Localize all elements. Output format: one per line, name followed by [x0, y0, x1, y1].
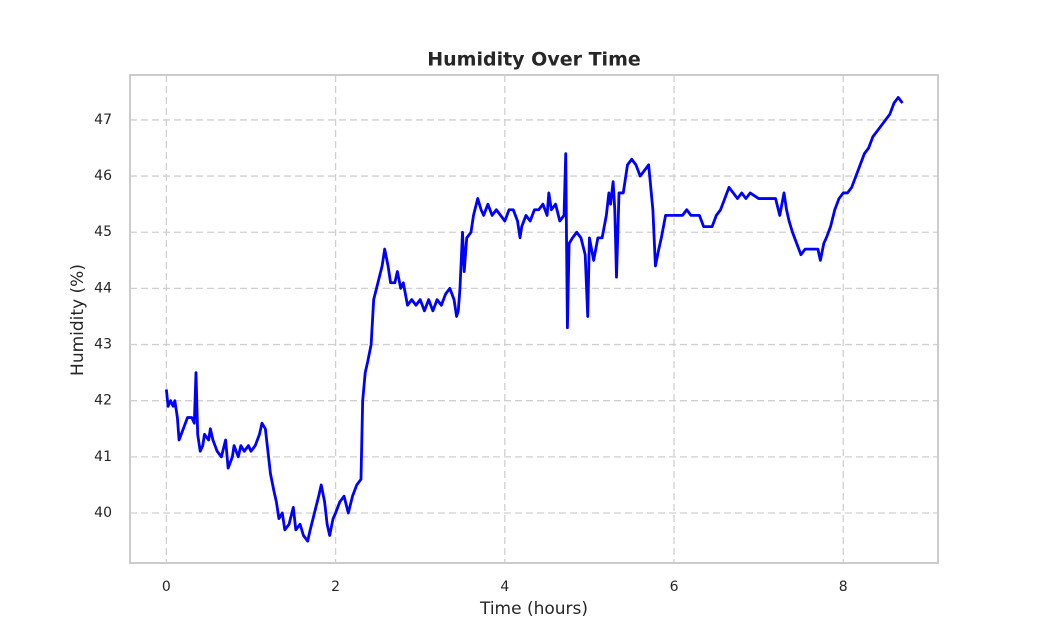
x-axis-label: Time (hours)	[479, 599, 588, 619]
y-tick-label: 42	[94, 393, 112, 409]
chart-title: Humidity Over Time	[427, 49, 641, 71]
x-tick-label: 6	[670, 579, 679, 595]
x-tick-label: 4	[500, 579, 509, 595]
x-tick-label: 2	[331, 579, 340, 595]
y-tick-label: 47	[94, 112, 112, 128]
x-tick-label: 8	[839, 579, 848, 595]
data-line	[164, 96, 904, 543]
y-tick-label: 44	[94, 280, 112, 296]
y-tick-label: 46	[94, 168, 112, 184]
y-axis-label: Humidity (%)	[68, 264, 88, 376]
y-tick-label: 41	[94, 449, 112, 465]
plot-frame	[129, 74, 939, 564]
y-tick-label: 45	[94, 224, 112, 240]
x-tick-label: 0	[162, 579, 171, 595]
y-tick-label: 40	[94, 505, 112, 521]
y-tick-label: 43	[94, 337, 112, 353]
